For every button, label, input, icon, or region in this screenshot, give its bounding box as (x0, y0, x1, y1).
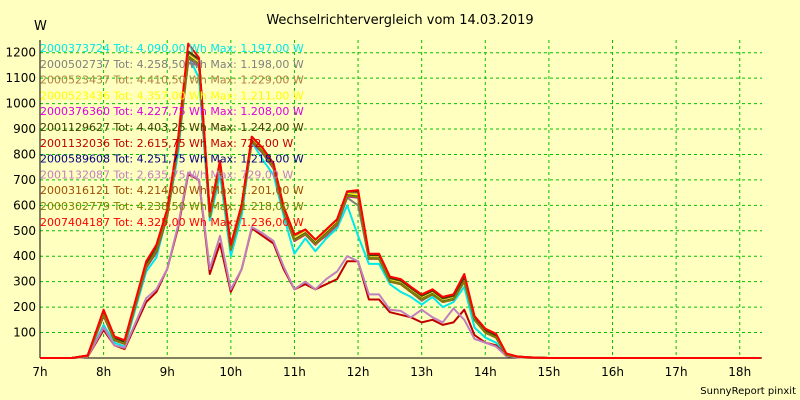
y-tick-label: 200 (13, 300, 36, 314)
legend-entry-2: 2000523437 Tot: 4.410,50 Wh Max: 1.229,0… (40, 74, 304, 87)
y-tick-label: 1000 (5, 97, 36, 111)
x-tick-label: 14h (474, 365, 497, 379)
legend-entry-11: 2007404187 Tot: 4.325,00 Wh Max: 1.236,0… (40, 216, 304, 229)
y-tick-label: 900 (13, 122, 36, 136)
legend-entry-1: 2000502737 Tot: 4.258,50 Wh Max: 1.198,0… (40, 58, 304, 71)
y-axis-unit: W (34, 19, 47, 34)
y-tick-label: 1200 (5, 46, 36, 60)
x-tick-label: 15h (537, 365, 560, 379)
legend-entry-4: 2000376360 Tot: 4.227,75 Wh Max: 1.208,0… (40, 105, 304, 118)
legend-entry-10: 2000302779 Tot: 4.238,50 Wh Max: 1.218,0… (40, 200, 304, 213)
chart-title: Wechselrichtervergleich vom 14.03.2019 (266, 13, 533, 28)
x-tick-label: 12h (347, 365, 370, 379)
axes: 100 200 300 400 500 600 700 800 900 1000 1100 1200 7… (5, 40, 762, 379)
legend-entry-8: 2001132087 Tot: 2.635,75 Wh Max: 729,00 … (40, 168, 293, 181)
series-lines (40, 42, 761, 359)
y-tick-label: 1100 (5, 71, 36, 85)
legend-entry-7: 2000589608 Tot: 4.251,75 Wh Max: 1.218,0… (40, 153, 304, 166)
footer-credit: SunnyReport pinxit (700, 386, 796, 397)
y-tick-label: 800 (13, 147, 36, 161)
y-tick-label: 400 (13, 249, 36, 263)
x-tick-label: 8h (96, 365, 111, 379)
x-tick-label: 7h (32, 365, 47, 379)
legend-entry-0: 2000373724 Tot: 4.090,00 Wh Max: 1.197,0… (40, 42, 304, 55)
x-tick-label: 13h (410, 365, 433, 379)
x-tick-label: 9h (160, 365, 175, 379)
legend-entry-3: 2000523436 Tot: 4.357,00 Wh Max: 1.211,0… (40, 89, 304, 102)
series-line-11 (40, 42, 761, 359)
y-tick-label: 100 (13, 326, 36, 340)
y-tick-label: 300 (13, 275, 36, 289)
x-tick-label: 10h (219, 365, 242, 379)
legend-entry-5: 2001129627 Tot: 4.403,25 Wh Max: 1.242,0… (40, 121, 304, 134)
y-tick-label: 600 (13, 198, 36, 212)
x-tick-label: 16h (601, 365, 624, 379)
x-tick-label: 17h (665, 365, 688, 379)
x-tick-label: 11h (283, 365, 306, 379)
legend-entry-6: 2001132036 Tot: 2.615,75 Wh Max: 722,00 … (40, 137, 293, 150)
legend: 2000373724 Tot: 4.090,00 Wh Max: 1.197,0… (40, 42, 304, 229)
x-tick-label: 18h (728, 365, 751, 379)
y-tick-label: 700 (13, 173, 36, 187)
y-tick-label: 500 (13, 224, 36, 238)
legend-entry-9: 2000316121 Tot: 4.214,00 Wh Max: 1.201,0… (40, 184, 304, 197)
